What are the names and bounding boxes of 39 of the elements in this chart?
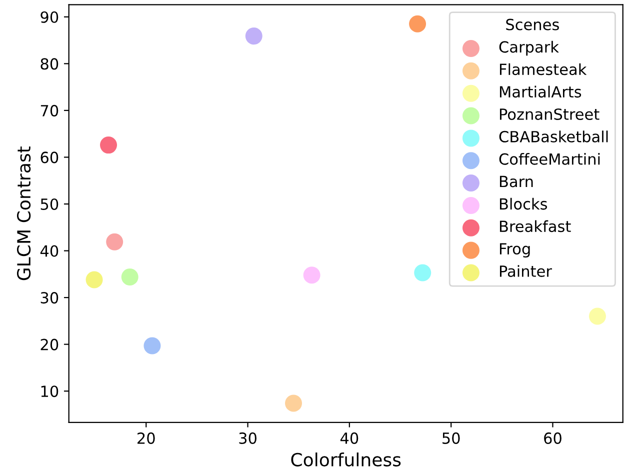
legend-label: CBABasketball [499,130,608,142]
point [303,266,320,284]
y-tick-label: 10 [41,386,58,398]
point [245,28,262,45]
point [121,268,138,286]
legend-label: Flamesteak [500,63,587,76]
y-tick-label: 80 [40,58,58,70]
point [285,394,302,412]
y-tick-label: 30 [40,292,58,304]
y-tick-label: 50 [40,198,58,210]
x-tick-label: 40 [340,432,358,444]
legend-label: Breakfast [500,220,571,232]
point [86,271,103,288]
legend-label: CoffeeMartini [499,153,600,165]
x-tick-label: 20 [138,432,155,444]
point [409,15,426,32]
x-tick-label: 30 [239,432,256,444]
x-axis-title: Colorfulness [291,452,401,466]
point [106,233,124,250]
legend-label: Frog [500,243,530,258]
y-tick-label: 70 [40,104,58,116]
y-tick-label: 60 [40,152,58,164]
point [144,337,161,354]
y-tick-label: 20 [40,338,58,350]
point [100,136,118,154]
y-axis-title: GLCM Contrast [16,146,31,280]
legend-label: Blocks [500,198,548,210]
legend-label: Carpark [499,40,559,56]
x-tick-label: 60 [544,432,562,444]
legend-label: Barn [500,176,533,188]
y-tick-label: 90 [40,11,58,23]
legend-label: PoznanStreet [500,108,600,120]
legend-label: MartialArts [500,86,582,98]
point [414,264,432,282]
legend-title: Scenes [506,18,559,30]
legend-label: Painter [500,265,552,277]
x-tick-label: 50 [442,432,460,444]
point [588,308,606,325]
y-tick-label: 40 [40,245,58,257]
